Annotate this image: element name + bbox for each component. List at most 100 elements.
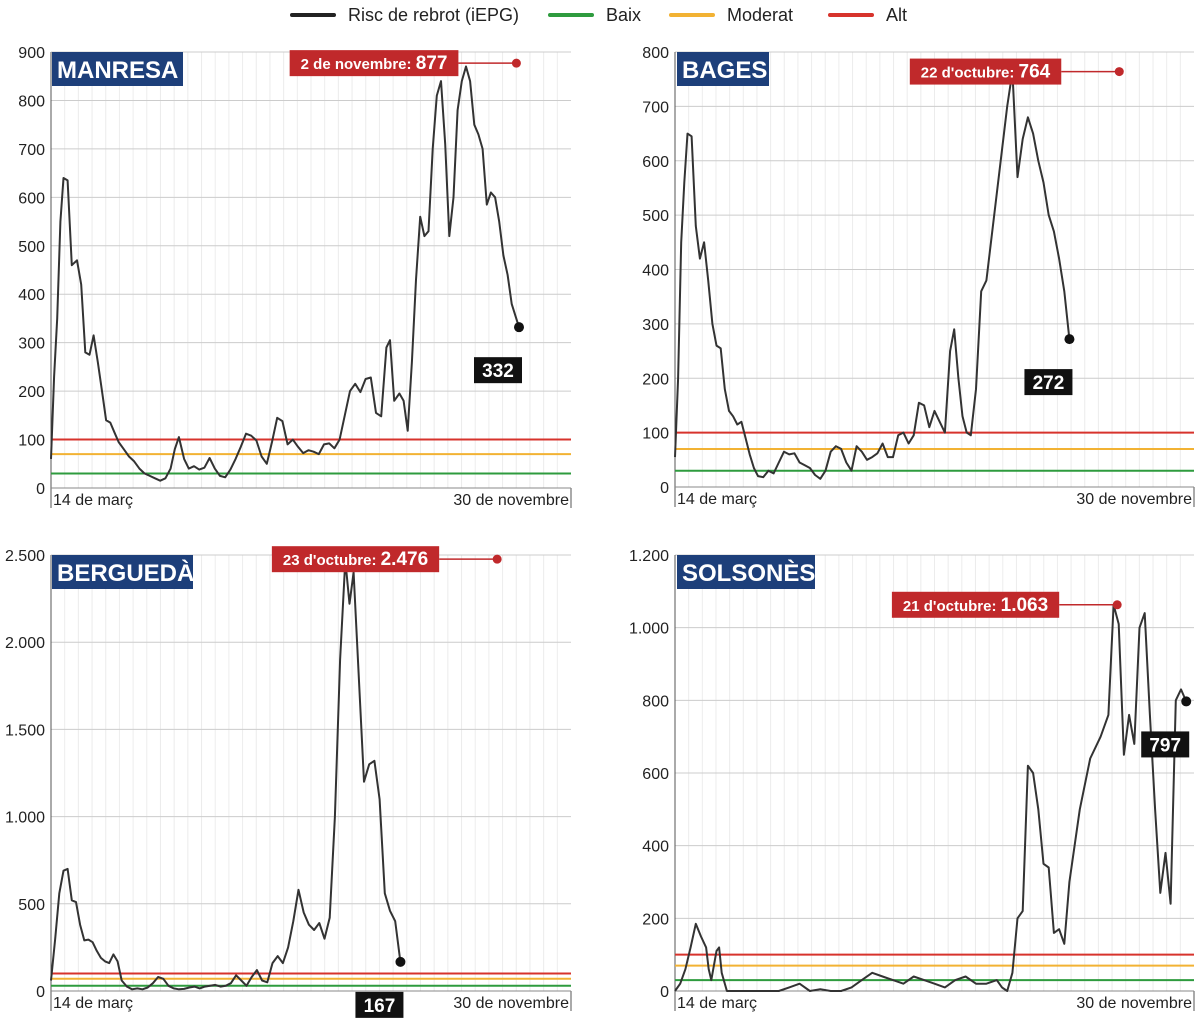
minor-grid — [64, 555, 558, 991]
current-value-box — [355, 991, 404, 1018]
current-value-dot — [514, 322, 524, 333]
y-tick-label: 900 — [18, 45, 45, 62]
panel-title-solsones: SOLSONÈS — [677, 555, 815, 589]
series-line — [674, 70, 1071, 480]
panel-title-box — [677, 555, 815, 589]
panel-title-box — [52, 555, 193, 589]
peak-label-value: 877 — [416, 53, 448, 74]
peak-label-text: 22 d'octubre: 764 — [921, 62, 1051, 83]
x-start-label: 14 de març — [53, 492, 133, 509]
y-tick-label: 1.200 — [629, 548, 669, 565]
y-tick-label: 600 — [18, 190, 45, 207]
legend-label-low: Baix — [606, 4, 642, 25]
current-value-text: 332 — [482, 361, 514, 382]
panel-title-text: BAGES — [682, 57, 767, 84]
peak-label-text: 21 d'octubre: 1.063 — [903, 595, 1048, 616]
chart-panel-solsones: 0 200 400 600 800 1.000 1.200 14 de març 30 de n… — [629, 548, 1195, 1012]
y-tick-label: 400 — [642, 839, 669, 856]
y-axis: 0 100 200 300 400 500 600 700 800 — [642, 45, 1194, 497]
peak-label-text: 23 d'octubre: 2.476 — [283, 549, 428, 570]
peak-dot — [1112, 600, 1122, 610]
peak-dot — [1114, 67, 1124, 77]
peak-dot — [511, 58, 521, 68]
peak-label-value: 764 — [1019, 62, 1051, 83]
x-end-label: 30 de novembre — [1076, 995, 1192, 1012]
peak-label: 23 d'octubre: 2.476 — [271, 546, 494, 573]
legend-label-high: Alt — [886, 4, 908, 25]
x-start-label: 14 de març — [677, 995, 757, 1012]
y-tick-label: 200 — [18, 384, 45, 401]
y-tick-label: 2.500 — [5, 548, 45, 565]
peak-label-date: 22 d'octubre: — [921, 65, 1019, 82]
x-end-label: 30 de novembre — [453, 492, 569, 509]
current-value-dot — [1064, 334, 1075, 345]
panel-title-bergueda: BERGUEDÀ — [52, 555, 194, 589]
panel-title-manresa: MANRESA — [52, 52, 183, 86]
y-axis: 0 500 1.000 1.500 2.000 2.500 — [5, 548, 571, 1001]
y-axis: 0 100 200 300 400 500 600 700 800 900 — [18, 45, 571, 498]
peak-label-box — [271, 546, 440, 573]
y-tick-label: 800 — [18, 93, 45, 110]
chart-panel-manresa: 0 100 200 300 400 500 600 700 800 900 14 de març 30… — [18, 45, 572, 509]
y-tick-label: 100 — [18, 433, 45, 450]
panel-title-bages: BAGES — [677, 52, 769, 86]
y-tick-label: 600 — [642, 154, 669, 171]
peak-label-value: 2.476 — [381, 549, 429, 570]
y-tick-label: 0 — [660, 984, 669, 1001]
current-value-text: 167 — [364, 996, 396, 1017]
current-value-text: 272 — [1033, 373, 1065, 394]
peak-label-date: 21 d'octubre: — [903, 598, 1001, 615]
legend-swatch-moderate — [669, 13, 715, 17]
panel-title-box — [52, 52, 183, 86]
legend-label-series: Risc de rebrot (iEPG) — [348, 4, 520, 25]
peak-dot — [492, 554, 502, 564]
peak-label-box — [289, 50, 459, 77]
y-tick-label: 1.000 — [5, 810, 45, 827]
y-tick-label: 0 — [36, 481, 45, 498]
legend-item-series: Risc de rebrot (iEPG) — [290, 3, 519, 27]
peak-label-date: 23 d'octubre: — [283, 552, 381, 569]
legend-swatch-high — [828, 13, 874, 17]
y-tick-label: 500 — [642, 208, 669, 225]
y-tick-label: 500 — [18, 239, 45, 256]
peak-label-box — [909, 58, 1062, 85]
legend-item-moderate: Moderat — [669, 3, 793, 27]
current-value-box — [1024, 369, 1073, 396]
x-start-label: 14 de març — [677, 491, 757, 508]
y-tick-label: 200 — [642, 911, 669, 928]
legend-item-high: Alt — [828, 3, 907, 27]
current-value-box — [474, 357, 522, 384]
peak-label-box — [891, 591, 1060, 618]
y-tick-label: 0 — [660, 480, 669, 497]
chart-panel-bages: 0 100 200 300 400 500 600 700 800 14 de març 30 de… — [642, 45, 1195, 508]
current-value-dot — [1181, 696, 1192, 707]
x-end-label: 30 de novembre — [453, 995, 569, 1012]
current-value-label: 167 — [355, 991, 404, 1018]
panel-title-text: BERGUEDÀ — [57, 559, 194, 587]
y-tick-label: 2.000 — [5, 635, 45, 652]
y-tick-label: 300 — [642, 317, 669, 334]
x-end-label: 30 de novembre — [1076, 491, 1192, 508]
y-tick-label: 800 — [642, 45, 669, 62]
current-value-label: 332 — [474, 357, 522, 384]
series-line — [50, 65, 520, 482]
y-tick-label: 700 — [642, 99, 669, 116]
series-line — [50, 559, 402, 991]
panel-title-text: MANRESA — [57, 57, 178, 84]
y-tick-label: 1.000 — [629, 621, 669, 638]
panel-title-text: SOLSONÈS — [682, 559, 815, 587]
chart-panel-bergueda: 0 500 1.000 1.500 2.000 2.500 14 de març 30 de … — [5, 546, 572, 1018]
peak-label-date: 2 de novembre: — [301, 56, 416, 73]
y-tick-label: 800 — [642, 693, 669, 710]
x-start-label: 14 de març — [53, 995, 133, 1012]
minor-grid — [64, 52, 558, 488]
peak-label-text: 2 de novembre: 877 — [301, 53, 448, 74]
current-value-label: 797 — [1141, 731, 1190, 758]
current-value-text: 797 — [1149, 735, 1181, 756]
y-tick-label: 400 — [642, 263, 669, 280]
peak-label: 22 d'octubre: 764 — [909, 58, 1116, 85]
current-value-dot — [395, 956, 406, 967]
current-value-label: 272 — [1024, 369, 1073, 396]
y-tick-label: 100 — [642, 426, 669, 443]
current-value-box — [1141, 731, 1190, 758]
